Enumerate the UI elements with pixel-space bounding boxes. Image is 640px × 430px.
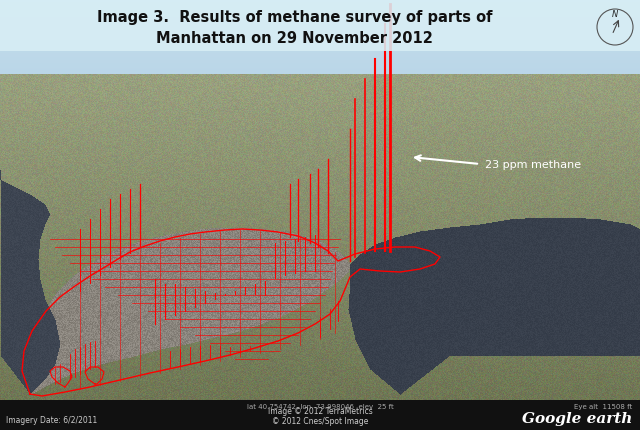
- FancyBboxPatch shape: [0, 0, 640, 52]
- Text: lat 40.754742  lon -73.998046  elev  25 ft: lat 40.754742 lon -73.998046 elev 25 ft: [246, 403, 394, 409]
- Text: Image 3.  Results of methane survey of parts of: Image 3. Results of methane survey of pa…: [97, 9, 492, 25]
- FancyBboxPatch shape: [0, 400, 640, 430]
- Text: Imagery Date: 6/2/2011: Imagery Date: 6/2/2011: [6, 415, 97, 424]
- Text: Image © 2012 TerraMetrics: Image © 2012 TerraMetrics: [268, 406, 372, 415]
- Text: © 2012 Cnes/Spot Image: © 2012 Cnes/Spot Image: [272, 417, 368, 426]
- Text: Google earth: Google earth: [522, 411, 632, 425]
- Text: Manhattan on 29 November 2012: Manhattan on 29 November 2012: [156, 31, 433, 46]
- Text: Eye alt  11508 ft: Eye alt 11508 ft: [573, 403, 632, 409]
- Text: 23 ppm methane: 23 ppm methane: [485, 160, 581, 169]
- Text: N: N: [612, 9, 618, 18]
